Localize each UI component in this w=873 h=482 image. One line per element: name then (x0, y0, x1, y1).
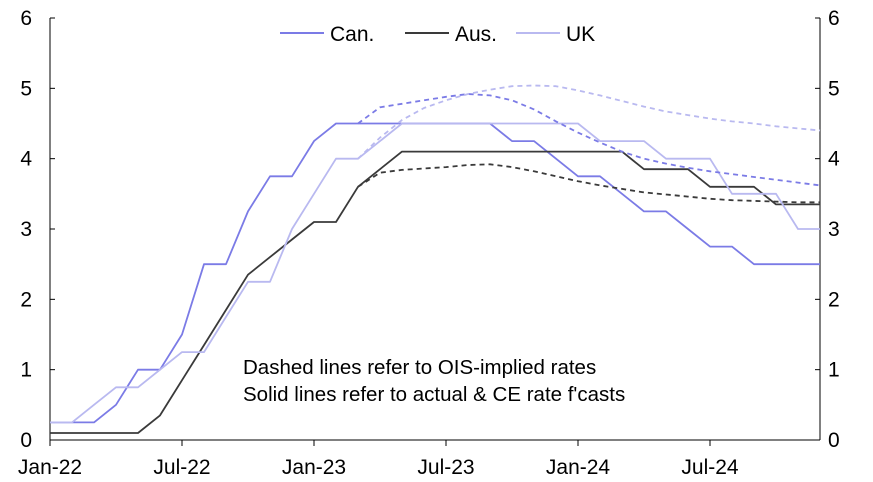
y-tick-label-left: 3 (20, 218, 32, 241)
y-tick-label-right: 3 (828, 218, 840, 241)
x-tick-label: Jan-22 (18, 456, 82, 479)
series-line-aus-ois-dashed (357, 163, 820, 204)
chart-note-line: Solid lines refer to actual & CE rate f'… (243, 383, 625, 406)
y-tick-label-left: 4 (20, 148, 32, 171)
series-line-uk-solid (50, 122, 820, 424)
y-tick-label-right: 1 (828, 359, 840, 382)
y-tick-label-left: 0 (20, 429, 32, 452)
y-tick-label-right: 0 (828, 429, 840, 452)
y-tick-label-left: 2 (20, 288, 32, 311)
y-tick-label-left: 1 (20, 359, 32, 382)
x-tick-label: Jul-22 (153, 456, 210, 479)
chart-note-line: Dashed lines refer to OIS-implied rates (243, 356, 596, 379)
y-tick-label-right: 6 (828, 7, 840, 30)
x-tick-label: Jul-24 (681, 456, 739, 479)
x-tick-label: Jan-24 (546, 456, 611, 479)
x-tick-label: Jan-23 (282, 456, 346, 479)
legend-label-aus: Aus. (455, 23, 497, 46)
x-tick-label: Jul-23 (417, 456, 474, 479)
y-tick-label-right: 4 (828, 148, 840, 171)
series-line-can-ois-dashed (357, 93, 821, 187)
legend-label-uk: UK (566, 23, 595, 46)
series-line-uk-ois-dashed (357, 84, 821, 160)
y-tick-label-right: 2 (828, 288, 840, 311)
legend-label-can: Can. (330, 23, 374, 46)
y-tick-label-right: 5 (828, 77, 840, 100)
series-line-aus-solid (50, 150, 820, 434)
y-tick-label-left: 6 (20, 7, 32, 30)
y-tick-label-left: 5 (20, 77, 32, 100)
